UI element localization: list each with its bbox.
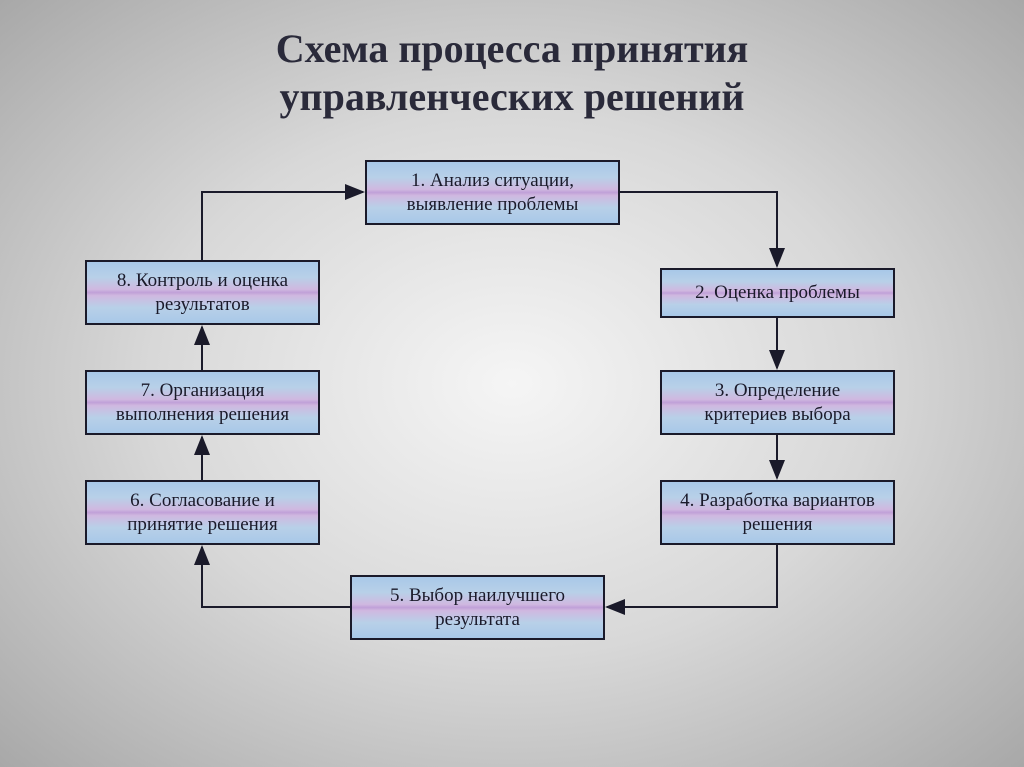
node-5-label: 5. Выбор наилучшего результата bbox=[362, 584, 593, 632]
node-1: 1. Анализ ситуации, выявление проблемы bbox=[365, 160, 620, 225]
node-4: 4. Разработка вариантов решения bbox=[660, 480, 895, 545]
node-6-label: 6. Согласование и принятие решения bbox=[97, 489, 308, 537]
node-2: 2. Оценка проблемы bbox=[660, 268, 895, 318]
node-5: 5. Выбор наилучшего результата bbox=[350, 575, 605, 640]
node-8-label: 8. Контроль и оценка результатов bbox=[97, 269, 308, 317]
node-7: 7. Организация выполнения решения bbox=[85, 370, 320, 435]
node-2-label: 2. Оценка проблемы bbox=[695, 281, 860, 305]
flowchart-diagram: 1. Анализ ситуации, выявление проблемы 2… bbox=[0, 0, 1024, 767]
node-7-label: 7. Организация выполнения решения bbox=[97, 379, 308, 427]
node-8: 8. Контроль и оценка результатов bbox=[85, 260, 320, 325]
node-3-label: 3. Определение критериев выбора bbox=[672, 379, 883, 427]
node-1-label: 1. Анализ ситуации, выявление проблемы bbox=[377, 169, 608, 217]
node-4-label: 4. Разработка вариантов решения bbox=[672, 489, 883, 537]
node-3: 3. Определение критериев выбора bbox=[660, 370, 895, 435]
node-6: 6. Согласование и принятие решения bbox=[85, 480, 320, 545]
